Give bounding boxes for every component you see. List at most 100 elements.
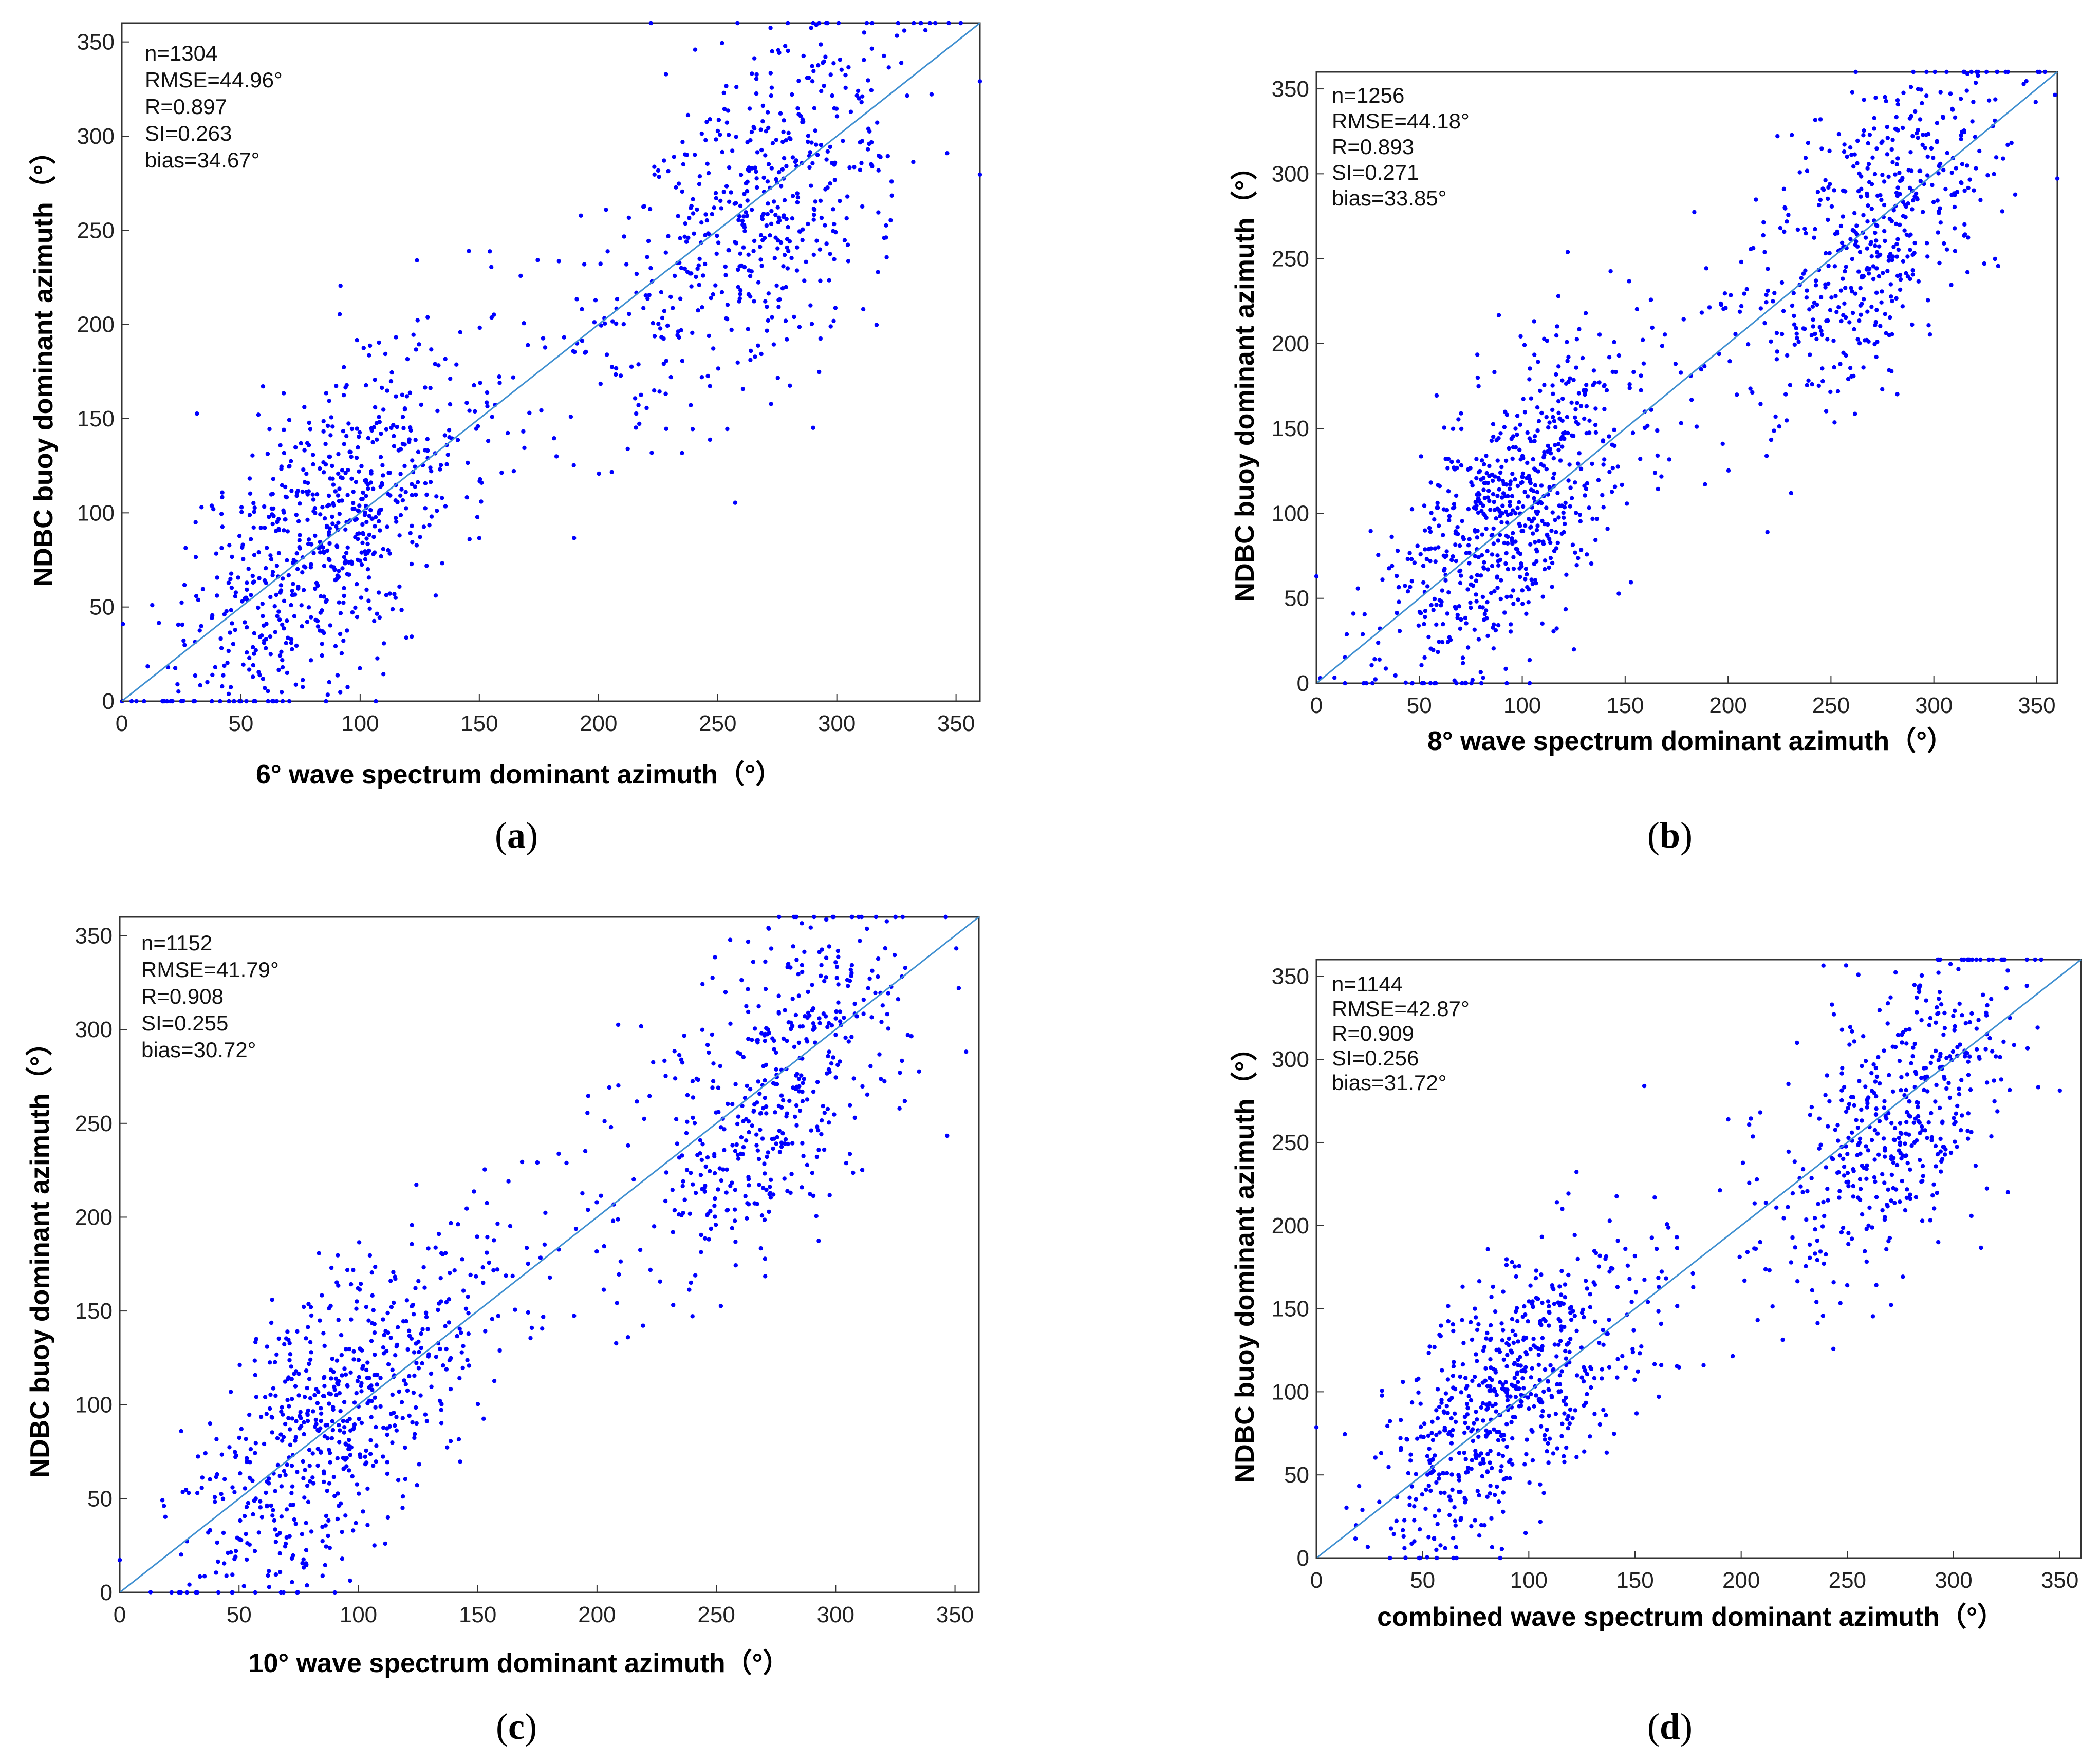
scatter-point (1574, 511, 1578, 515)
scatter-point (267, 1585, 271, 1589)
scatter-point (1758, 402, 1763, 406)
scatter-point (700, 305, 704, 310)
scatter-point (253, 1441, 258, 1446)
scatter-point (626, 215, 631, 220)
stat-r: R=0.893 (1332, 135, 1414, 159)
scatter-point (365, 1486, 370, 1491)
scatter-point (814, 1214, 819, 1218)
scatter-point (1360, 1508, 1365, 1512)
scatter-point (1490, 472, 1494, 477)
scatter-point (1894, 1162, 1900, 1168)
scatter-point (1909, 1061, 1913, 1065)
scatter-point (319, 1411, 324, 1416)
scatter-point (1861, 1034, 1866, 1039)
scatter-point (410, 540, 415, 545)
x-tick-label: 150 (1606, 693, 1644, 718)
scatter-point (200, 1475, 205, 1480)
scatter-point (311, 453, 315, 457)
scatter-point (811, 21, 815, 26)
scatter-point (1810, 1288, 1815, 1293)
scatter-point (1547, 1413, 1551, 1418)
scatter-point (449, 1356, 453, 1361)
scatter-point (1547, 537, 1552, 541)
scatter-point (1540, 621, 1545, 626)
stats-box: n=1256 RMSE=44.18° R=0.893 SI=0.271 bias… (1332, 83, 1470, 210)
scatter-point (1459, 426, 1464, 432)
scatter-point (777, 1150, 783, 1154)
scatter-point (599, 323, 604, 328)
scatter-point (423, 1412, 428, 1417)
scatter-point (237, 1362, 242, 1367)
scatter-point (1541, 455, 1546, 460)
scatter-point (1796, 340, 1801, 344)
scatter-point (314, 1387, 319, 1392)
scatter-point (1489, 1336, 1493, 1341)
scatter-point (614, 366, 619, 371)
scatter-point (1481, 1348, 1486, 1353)
scatter-point (884, 255, 889, 260)
scatter-point (385, 1330, 391, 1335)
scatter-point (1503, 509, 1508, 514)
scatter-point (484, 400, 489, 405)
scatter-point (762, 1217, 767, 1222)
scatter-point (1920, 1218, 1925, 1223)
scatter-point (647, 1094, 652, 1098)
scatter-point (370, 440, 375, 445)
scatter-point (1873, 320, 1878, 325)
scatter-point (1528, 542, 1533, 547)
scatter-point (300, 489, 305, 494)
scatter-point (1485, 567, 1490, 572)
scatter-point (1499, 1321, 1504, 1326)
scatter-point (1642, 1083, 1647, 1089)
scatter-point (391, 423, 396, 427)
scatter-point (1607, 470, 1612, 474)
scatter-point (712, 1152, 717, 1156)
scatter-point (823, 223, 827, 228)
scatter-point (700, 1027, 705, 1033)
scatter-point (1929, 146, 1934, 151)
y-tick-label: 300 (75, 1017, 113, 1042)
scatter-point (789, 256, 794, 260)
scatter-point (1510, 1317, 1515, 1322)
scatter-point (412, 1373, 417, 1378)
scatter-point (1514, 1274, 1518, 1279)
scatter-point (1555, 1382, 1559, 1387)
scatter-point (756, 343, 760, 348)
scatter-point (1673, 362, 1678, 366)
scatter-point (718, 1125, 723, 1130)
scatter-point (377, 519, 381, 523)
scatter-point (1965, 1136, 1971, 1141)
scatter-point (751, 960, 756, 964)
scatter-point (768, 1185, 772, 1189)
scatter-point (832, 1112, 837, 1117)
scatter-point (233, 1455, 238, 1459)
scatter-point (1521, 1337, 1526, 1342)
scatter-point (1574, 1455, 1579, 1459)
scatter-point (804, 259, 808, 264)
scatter-point (1804, 1217, 1809, 1222)
scatter-point (1565, 250, 1570, 254)
scatter-point (345, 493, 350, 497)
scatter-point (1905, 1187, 1909, 1192)
scatter-point (811, 252, 816, 257)
scatter-point (1420, 1492, 1425, 1497)
scatter-point (248, 1447, 253, 1452)
scatter-point (270, 570, 275, 574)
scatter-point (749, 269, 754, 274)
scatter-point (1520, 471, 1526, 476)
scatter-point (796, 972, 801, 977)
scatter-point (1874, 1283, 1879, 1287)
scatter-point (541, 1315, 546, 1319)
scatter-point (367, 343, 373, 348)
scatter-point (1495, 458, 1500, 463)
scatter-point (1890, 257, 1894, 262)
scatter-point (1498, 1555, 1502, 1561)
scatter-point (345, 1419, 350, 1424)
scatter-point (472, 383, 476, 388)
scatter-point (299, 1416, 303, 1420)
scatter-point (828, 144, 833, 149)
scatter-point (1534, 1345, 1538, 1350)
scatter-point (1452, 502, 1457, 507)
scatter-point (761, 1106, 766, 1111)
scatter-point (1403, 1555, 1408, 1560)
